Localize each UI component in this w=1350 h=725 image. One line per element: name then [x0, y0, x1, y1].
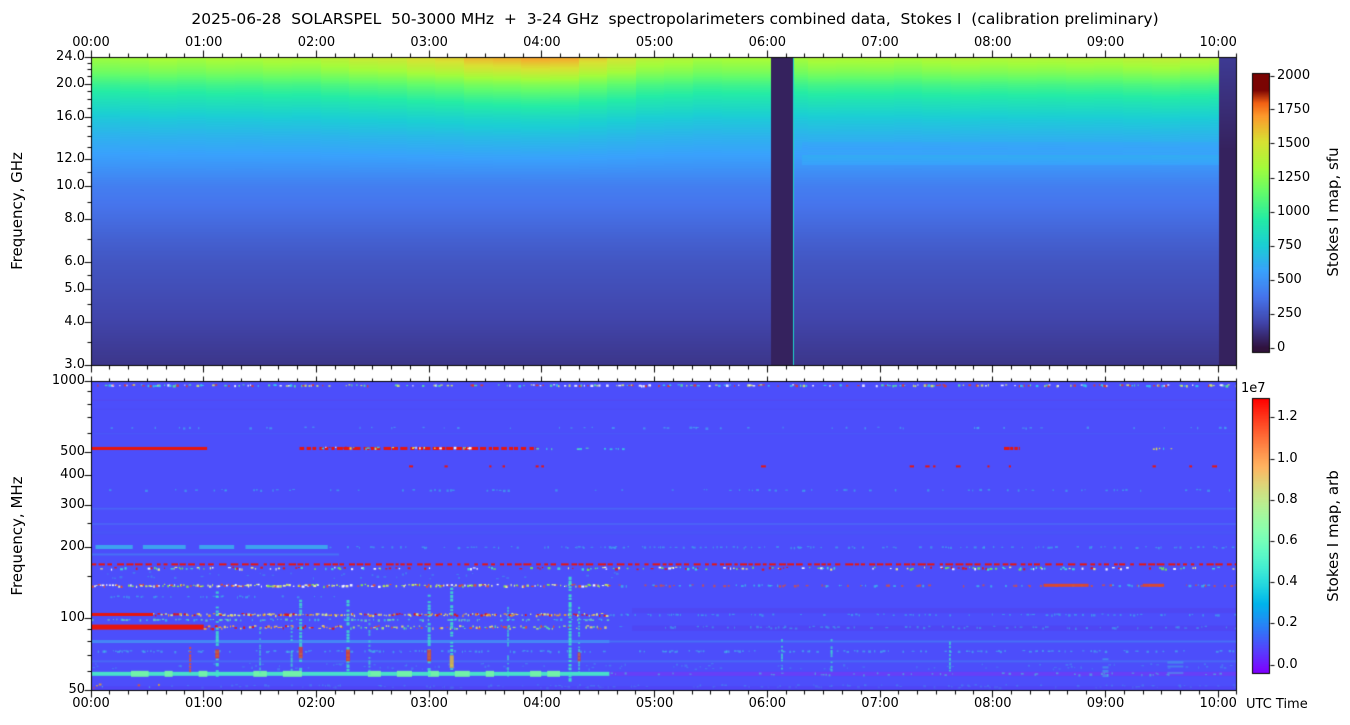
- top-x-tick-label: 01:00: [184, 35, 223, 50]
- bottom-x-tick-label: 09:00: [1086, 696, 1125, 711]
- bottom-x-tick-label: 03:00: [410, 696, 448, 711]
- top-x-tick-label: 09:00: [1086, 35, 1125, 50]
- top-y-tick-label: 6.0: [64, 253, 85, 269]
- top-y-tick-label: 4.0: [64, 313, 85, 329]
- bottom-x-tick-label: 07:00: [861, 696, 899, 711]
- bottom-x-tick-label: 02:00: [297, 696, 336, 711]
- top-colorbar-tick-label: 2000: [1277, 67, 1311, 83]
- bottom-x-tick-label: 08:00: [974, 696, 1012, 711]
- top-y-tick-label: 8.0: [64, 211, 85, 227]
- bottom-y-tick-label: 50: [68, 681, 85, 697]
- top-y-tick-label: 20.0: [56, 75, 85, 91]
- top-x-tick-label: 08:00: [974, 35, 1012, 50]
- bottom-colorbar-tick-label: 0.4: [1277, 574, 1298, 590]
- bottom-x-tick-label: 06:00: [748, 696, 787, 711]
- bottom-y-tick-label: 200: [60, 538, 85, 554]
- bottom-colorbar-tick-label: 0.0: [1277, 656, 1298, 672]
- bottom-colorbar-tick-label: 1.0: [1277, 450, 1298, 466]
- top-colorbar-tick-label: 0: [1277, 339, 1286, 355]
- top-colorbar-tick-label: 1250: [1277, 169, 1311, 185]
- top-x-tick-label: 02:00: [297, 35, 336, 50]
- top-x-tick-label: 04:00: [523, 35, 561, 50]
- bottom-colorbar-tick-label: 0.8: [1277, 491, 1298, 507]
- top-y-tick-label: 16.0: [56, 108, 85, 124]
- bottom-spectrogram-panel: [91, 381, 1237, 690]
- top-colorbar: [1252, 73, 1270, 352]
- top-colorbar-tick-label: 500: [1277, 271, 1302, 287]
- utc-time-label: UTC Time: [1246, 697, 1308, 712]
- bottom-colorbar-tick-label: 0.6: [1277, 532, 1298, 548]
- top-x-tick-label: 00:00: [72, 35, 110, 50]
- top-y-tick-label: 24.0: [56, 48, 85, 64]
- colorbar-offset-label: 1e7: [1241, 381, 1266, 396]
- bottom-x-tick-label: 04:00: [523, 696, 561, 711]
- bottom-x-tick-label: 01:00: [184, 696, 223, 711]
- bottom-colorbar-label: Stokes I map, arb: [1324, 470, 1342, 602]
- bottom-colorbar-tick-label: 1.2: [1277, 409, 1298, 425]
- top-x-tick-label: 10:00: [1199, 35, 1237, 50]
- bottom-y-tick-label: 300: [60, 496, 85, 512]
- top-colorbar-tick-label: 250: [1277, 305, 1302, 321]
- top-y-tick-label: 5.0: [64, 280, 85, 296]
- bottom-y-tick-label: 100: [60, 610, 85, 625]
- bottom-y-tick-label: 1000: [51, 372, 85, 388]
- top-y-axis-label: Frequency, GHz: [8, 152, 26, 270]
- bottom-x-tick-label: 00:00: [72, 696, 110, 711]
- top-y-tick-label: 12.0: [56, 151, 85, 167]
- bottom-y-axis-label: Frequency, MHz: [8, 476, 26, 596]
- top-colorbar-label: Stokes I map, sfu: [1324, 147, 1342, 277]
- bottom-x-tick-label: 05:00: [635, 696, 674, 711]
- top-colorbar-tick-label: 750: [1277, 237, 1302, 253]
- bottom-colorbar: [1252, 398, 1270, 673]
- top-colorbar-tick-label: 1000: [1277, 203, 1311, 219]
- top-y-tick-label: 10.0: [56, 178, 85, 194]
- top-x-tick-label: 07:00: [861, 35, 899, 50]
- bottom-y-tick-label: 400: [60, 467, 85, 482]
- top-x-tick-label: 03:00: [410, 35, 448, 50]
- top-x-tick-label: 05:00: [635, 35, 674, 50]
- bottom-y-tick-label: 500: [60, 443, 85, 459]
- top-colorbar-tick-label: 1500: [1277, 135, 1311, 151]
- figure-title: 2025-06-28 SOLARSPEL 50-3000 MHz + 3-24 …: [191, 10, 1159, 28]
- top-colorbar-tick-label: 1750: [1277, 101, 1311, 117]
- top-y-tick-label: 3.0: [64, 356, 85, 372]
- top-spectrogram-panel: [91, 57, 1237, 365]
- top-x-tick-label: 06:00: [748, 35, 787, 50]
- bottom-colorbar-tick-label: 0.2: [1277, 615, 1298, 631]
- bottom-x-tick-label: 10:00: [1199, 696, 1237, 711]
